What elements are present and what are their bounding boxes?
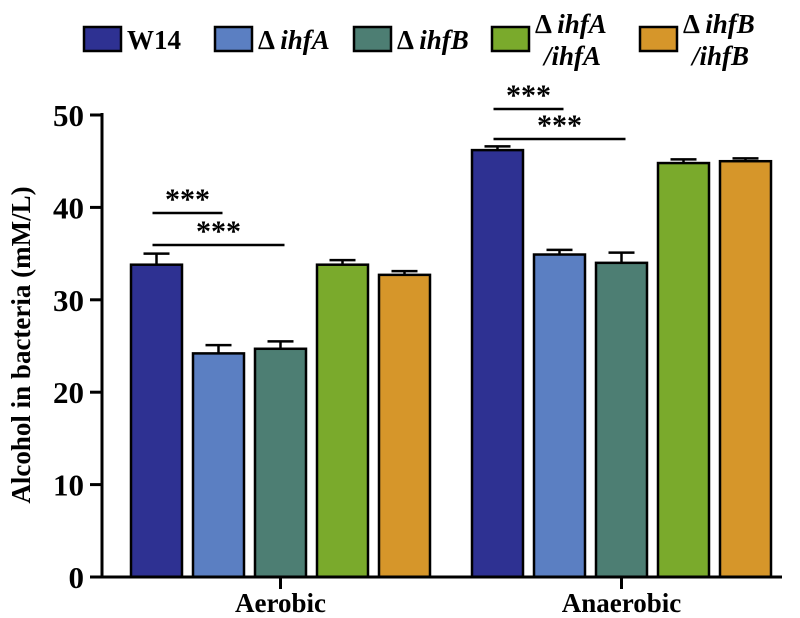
legend-label-line1: Δ ihfA (535, 9, 607, 39)
legend-label: Δ ihfB (397, 25, 469, 55)
legend-label: W14 (127, 25, 181, 55)
legend-swatch (352, 25, 393, 53)
y-tick-label: 30 (53, 283, 84, 318)
x-tick-label: Anaerobic (562, 588, 682, 618)
significance-label: *** (165, 183, 210, 216)
y-tick-label: 40 (53, 190, 84, 225)
bar (594, 261, 649, 579)
y-axis: 0 10 20 30 40 50 (53, 98, 104, 595)
legend-label-prefix: Δ (258, 25, 280, 55)
bar (532, 253, 587, 579)
bars (129, 145, 773, 579)
legend-label: Δ ihfA (258, 25, 330, 55)
significance-annotations: ************ (152, 79, 626, 248)
legend-label-line1: Δ ihfB (683, 9, 755, 39)
bar (253, 347, 308, 579)
significance-label: *** (537, 109, 582, 142)
legend-label-line2: /ihfB (690, 41, 749, 71)
bar (129, 263, 184, 579)
bar (718, 159, 773, 579)
legend-swatch (213, 25, 254, 53)
significance-label: *** (506, 79, 551, 112)
bar (377, 273, 432, 579)
legend-label-prefix: Δ (535, 9, 557, 39)
legend-label-prefix: Δ (683, 9, 705, 39)
legend-label-gene: ihfB (705, 9, 755, 39)
bar (315, 263, 370, 579)
bar (191, 352, 246, 579)
y-tick-label: 20 (53, 375, 84, 410)
legend-swatch (638, 25, 679, 53)
y-axis-label: Alcohol in bacteria (mM/L) (6, 186, 36, 503)
legend-label-gene: ihfB (419, 25, 469, 55)
legend-label-prefix: Δ (397, 25, 419, 55)
y-tick-label: 50 (53, 98, 84, 133)
legend-label-gene: ihfA (280, 25, 330, 55)
x-axis: Aerobic Anaerobic (102, 575, 782, 618)
y-tick-label: 10 (53, 468, 84, 503)
legend-swatch (490, 25, 531, 53)
legend-swatch (82, 25, 123, 53)
significance-label: *** (196, 215, 241, 248)
bar (470, 148, 525, 579)
legend-label-line2: /ihfA (542, 41, 601, 71)
legend-label-gene: ihfA (557, 9, 607, 39)
x-tick-label: Aerobic (235, 588, 326, 618)
bar (656, 161, 711, 579)
y-tick-label: 0 (69, 560, 85, 595)
